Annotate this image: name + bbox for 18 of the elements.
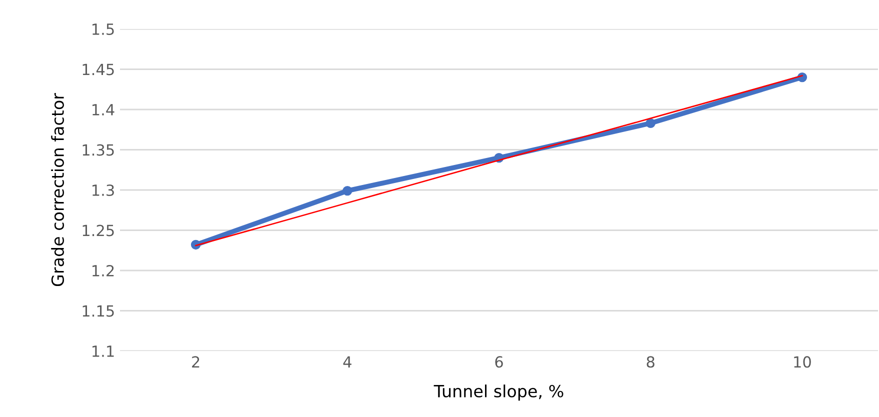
point (646, 118, 656, 128)
x-tick-label: 8 (646, 356, 654, 368)
y-tick-label: 1.15 (82, 305, 114, 317)
x-axis-title: Tunnel slope, % (434, 384, 564, 401)
y-axis-title: Grade correction factor (51, 93, 64, 286)
point (342, 186, 352, 196)
x-tick-label: 2 (192, 356, 200, 368)
y-tick-label: 1.25 (82, 224, 114, 236)
x-tick-label: 4 (343, 356, 352, 368)
y-tick-label: 1.1 (92, 346, 114, 357)
y-tick-label: 1.45 (82, 64, 114, 76)
y-tick-label: 1.35 (82, 144, 114, 156)
y-tick-label: 1.2 (92, 264, 114, 276)
x-tick-label: 10 (794, 356, 811, 368)
y-tick-label: 1.4 (92, 104, 114, 116)
y-tick-label: 1.5 (92, 24, 114, 36)
x-tick-label: 6 (495, 356, 503, 368)
y-tick-label: 1.3 (92, 184, 114, 196)
